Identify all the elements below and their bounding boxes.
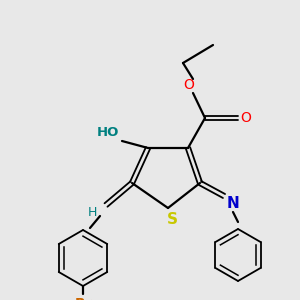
Text: S: S (167, 212, 178, 227)
Text: HO: HO (97, 127, 119, 140)
Text: O: O (241, 111, 251, 125)
Text: O: O (184, 78, 194, 92)
Text: Br: Br (75, 297, 93, 300)
Text: H: H (87, 206, 97, 218)
Text: N: N (226, 196, 239, 211)
